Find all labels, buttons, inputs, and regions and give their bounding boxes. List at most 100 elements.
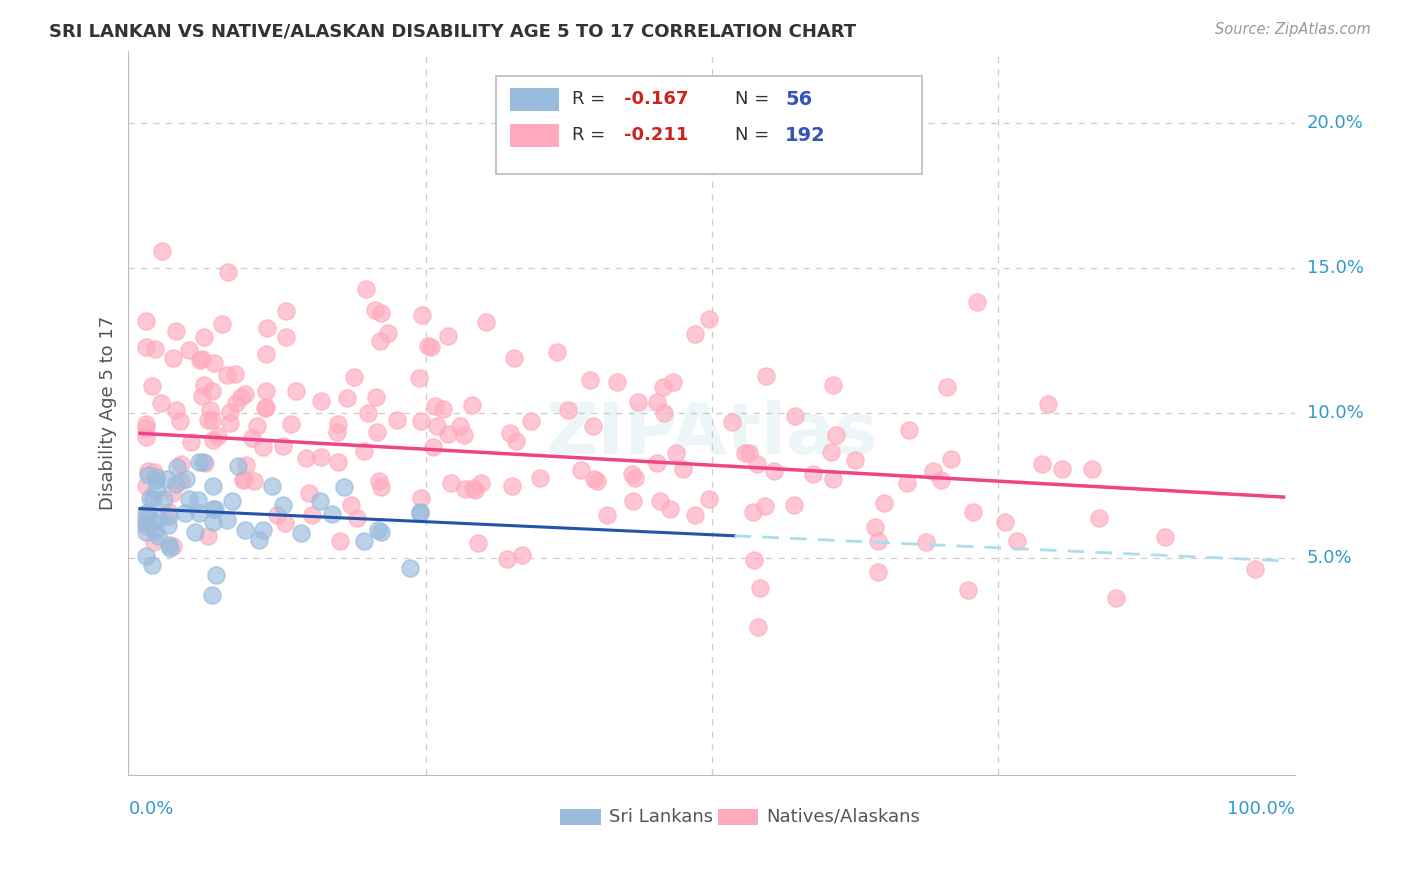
Point [187,455,209,469]
Point [782,498,804,512]
Point [738,446,761,460]
Point [225,396,247,410]
Text: -0.167: -0.167 [624,90,689,108]
Point [193,329,215,343]
Point [201,412,224,426]
Point [256,321,278,335]
Point [1050,461,1073,475]
Point [254,347,277,361]
Point [783,409,806,423]
FancyBboxPatch shape [717,809,758,824]
Text: N =: N = [735,90,775,108]
Point [1153,530,1175,544]
Point [135,314,157,328]
Point [368,334,391,349]
Point [162,539,184,553]
Point [197,528,219,542]
Point [149,396,172,410]
Point [896,475,918,490]
Point [202,356,225,370]
Point [271,498,294,512]
Point [461,398,484,412]
Point [229,390,252,404]
Point [142,534,165,549]
Point [183,524,205,539]
Point [865,520,887,534]
Point [422,441,444,455]
Point [621,467,644,481]
Point [966,295,988,310]
Point [340,499,363,513]
Point [190,389,212,403]
Point [645,456,668,470]
Point [201,384,224,398]
Point [148,512,170,526]
Point [198,402,221,417]
Point [194,456,217,470]
Text: R =: R = [572,127,610,145]
Point [356,406,378,420]
Point [135,506,157,520]
Point [742,553,765,567]
Point [138,505,160,519]
Point [578,373,600,387]
Point [193,378,215,392]
Point [749,581,772,595]
Point [501,479,523,493]
Point [135,524,157,539]
Point [741,505,763,519]
Point [202,515,225,529]
Point [232,473,254,487]
Point [193,455,215,469]
Point [254,384,277,399]
Point [247,533,270,547]
Point [328,455,350,469]
Point [652,406,675,420]
Point [866,534,889,549]
Point [353,534,375,549]
Point [699,312,721,326]
Point [957,582,980,597]
Point [734,446,756,460]
Point [207,428,229,442]
Point [187,492,209,507]
Point [510,548,533,562]
Point [271,439,294,453]
Point [262,478,284,492]
Point [233,523,256,537]
Point [145,473,167,487]
Point [1105,591,1128,605]
Point [143,524,166,538]
Point [440,475,463,490]
Point [1087,511,1109,525]
Point [844,452,866,467]
Point [143,343,166,357]
Point [755,368,778,383]
Point [606,375,628,389]
Point [146,529,169,543]
FancyBboxPatch shape [496,76,922,174]
Point [671,461,693,475]
Point [162,351,184,365]
Point [159,541,181,556]
Point [505,434,527,449]
Point [228,458,250,473]
Point [252,440,274,454]
Point [136,468,159,483]
Point [366,425,388,439]
Point [253,401,276,416]
Point [153,492,176,507]
Point [266,508,288,523]
Point [201,589,224,603]
Point [328,417,350,431]
Point [232,472,254,486]
Point [824,428,846,442]
Point [453,428,475,442]
Point [211,318,233,332]
Point [921,464,943,478]
Point [156,518,179,533]
Point [201,502,224,516]
Point [586,474,609,488]
Point [274,304,297,318]
Point [309,450,332,464]
